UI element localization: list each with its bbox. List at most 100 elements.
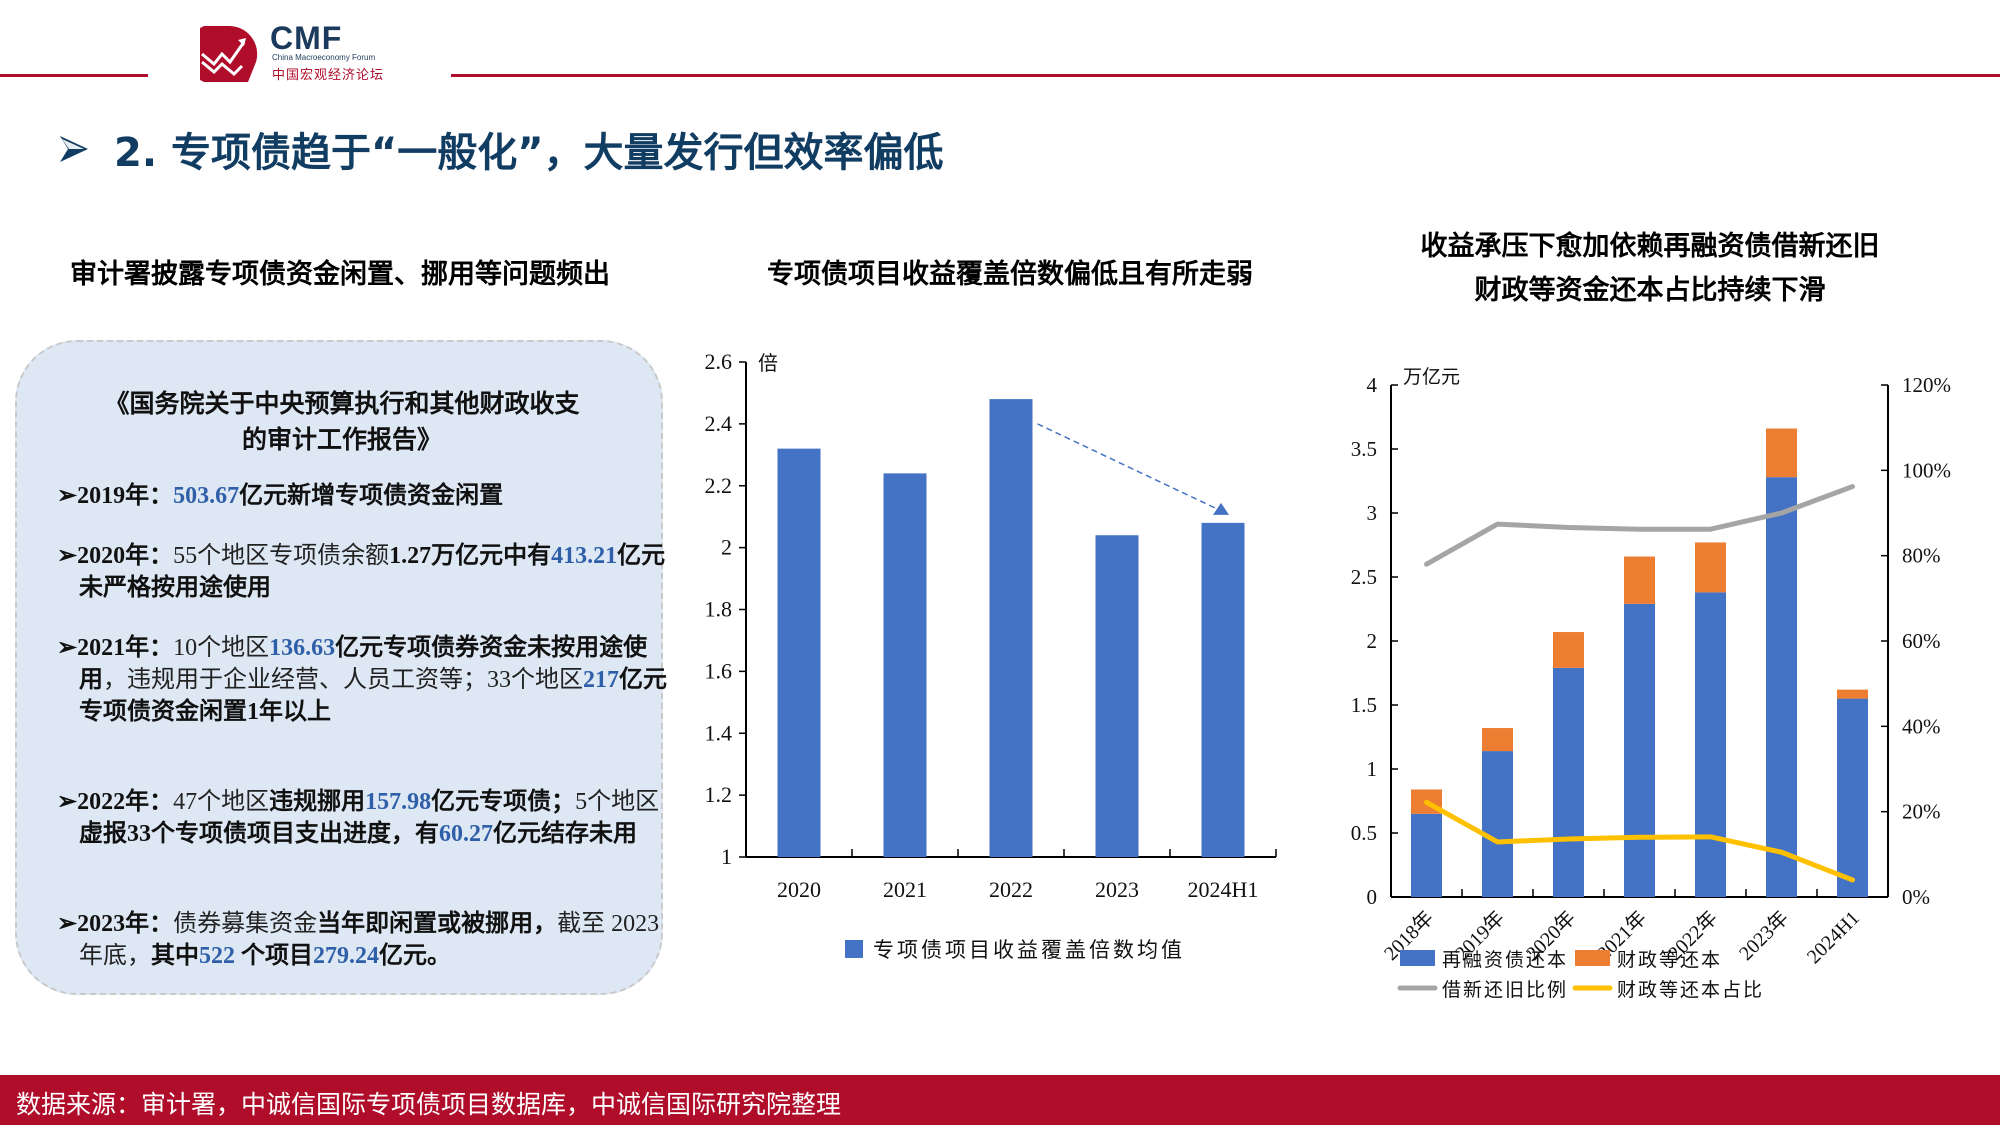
left-y-tick-label: 1	[1367, 757, 1378, 781]
left-y-axis-unit: 万亿元	[1403, 366, 1460, 388]
right-y-tick-label: 40%	[1902, 714, 1941, 738]
left-y-tick-label: 2	[1367, 629, 1378, 653]
bar-2021	[883, 473, 927, 857]
left-y-tick-label: 2.5	[1351, 565, 1377, 589]
logo-chinese-name: 中国宏观经济论坛	[272, 68, 385, 83]
legend-swatch	[845, 940, 863, 958]
left-y-tick-label: 0	[1367, 885, 1378, 909]
y-tick-label: 1.2	[705, 782, 733, 807]
right-panel-subtitle-line1: 收益承压下愈加依赖再融资债借新还旧	[1420, 231, 1880, 262]
audit-findings-box: 《国务院关于中央预算执行和其他财政收支 的审计工作报告》 ➢2019年：503.…	[15, 340, 667, 995]
finding-text: 55个地区专项债余额	[173, 543, 390, 569]
left-panel-subtitle: 审计署披露专项债资金闲置、挪用等问题频出	[70, 259, 610, 290]
finding-text: 47个地区	[173, 789, 270, 815]
logo-abbr: CMF	[270, 20, 343, 56]
finding-text: 亿元新增专项债资金闲置	[239, 483, 504, 509]
header-rule-left	[0, 74, 148, 77]
highlight-number: 60.27	[439, 821, 493, 847]
arrow-bullet-icon: ➢	[57, 911, 78, 937]
finding-year: 2019年：	[77, 483, 174, 509]
finding-text: 10个地区	[173, 635, 270, 661]
audit-report-title: 《国务院关于中央预算执行和其他财政收支 的审计工作报告》	[104, 389, 580, 454]
y-tick-label: 2.6	[705, 349, 733, 374]
finding-text: 亿元专项债券资金未按用途使用	[79, 635, 648, 693]
x-tick-label: 2023年	[1734, 906, 1793, 965]
line-fiscal-share	[1424, 799, 1855, 883]
finding-2020: ➢2020年：55个地区专项债余额1.27万亿元中有413.21亿元未严格按用途…	[57, 540, 669, 604]
finding-text: 违规挪用	[269, 789, 366, 815]
x-tick-label: 2023	[1095, 877, 1139, 902]
page-title-text: 2. 专项债趋于“一般化”，大量发行但效率偏低	[114, 130, 944, 176]
x-tick-label: 2021	[883, 877, 927, 902]
left-y-tick-label: 4	[1367, 373, 1378, 397]
bar-2022	[989, 399, 1033, 857]
finding-text: 截至 2023 年底，	[79, 911, 660, 969]
finding-year: 2020年：	[77, 543, 174, 569]
x-tick-label: 2024H1	[1803, 907, 1864, 968]
right-panel-subtitle-line2: 财政等资金还本占比持续下滑	[1474, 275, 1826, 306]
legend-fiscal-swatch	[1575, 950, 1610, 966]
bar-fiscal-2020年	[1553, 632, 1584, 668]
right-y-tick-label: 120%	[1902, 373, 1951, 397]
finding-2021: ➢2021年：10个地区136.63亿元专项债券资金未按用途使用，违规用于企业经…	[57, 632, 669, 728]
y-tick-label: 2.4	[705, 411, 733, 436]
finding-text: 亿元未严格按用途使用	[79, 543, 666, 601]
trend-arrow-line	[1037, 423, 1218, 510]
highlight-number: 413.21	[551, 543, 618, 569]
finding-text: 5个地区	[575, 789, 660, 815]
logo-english-name: China Macroeconomy Forum	[272, 53, 376, 62]
finding-text: 当年即闲置或被挪用，	[317, 911, 558, 937]
finding-2019: ➢2019年：503.67亿元新增专项债资金闲置	[57, 480, 669, 512]
right-y-tick-label: 60%	[1902, 629, 1941, 653]
y-tick-label: 1.8	[705, 597, 733, 622]
left-y-tick-label: 3.5	[1351, 437, 1377, 461]
legend-refinancing-label: 再融资债还本	[1442, 949, 1568, 971]
arrow-bullet-icon	[60, 136, 88, 162]
finding-text: 1.27万亿元中有	[389, 543, 552, 569]
finding-text: 债券募集资金	[173, 911, 318, 937]
bar-refinancing-2018年	[1411, 813, 1442, 897]
left-y-tick-label: 0.5	[1351, 821, 1377, 845]
legend-rollover-ratio-label: 借新还旧比例	[1442, 979, 1568, 1001]
bar-fiscal-2021年	[1624, 556, 1655, 604]
bar-refinancing-2021年	[1624, 603, 1655, 897]
finding-text: ，违规用于企业经营、人员工资等；33个地区	[103, 667, 583, 693]
arrow-bullet-icon: ➢	[57, 635, 78, 661]
finding-year: 2023年：	[77, 911, 174, 937]
y-tick-label: 1	[721, 844, 732, 869]
y-tick-label: 1.6	[705, 658, 733, 683]
right-y-tick-label: 0%	[1902, 885, 1930, 909]
bar-refinancing-2024H1	[1837, 698, 1868, 897]
bar-refinancing-2022年	[1695, 592, 1726, 897]
trend-arrow-head-icon	[1213, 502, 1229, 515]
finding-year: 2021年：	[77, 635, 174, 661]
right-y-tick-label: 100%	[1902, 458, 1951, 482]
middle-panel-subtitle: 专项债项目收益覆盖倍数偏低且有所走弱	[767, 259, 1253, 290]
right-y-tick-label: 20%	[1902, 800, 1941, 824]
finding-text: 亿元结存未用	[493, 821, 637, 847]
right-y-tick-label: 80%	[1902, 544, 1941, 568]
finding-2022: ➢2022年：47个地区违规挪用157.98亿元专项债；5个地区虚报33个专项债…	[57, 786, 669, 850]
finding-year: 2022年：	[77, 789, 174, 815]
bar-2020	[777, 448, 821, 857]
x-tick-label: 2024H1	[1188, 877, 1259, 902]
refinancing-repayment-combo-chart: 00.511.522.533.540%20%40%60%80%100%120%万…	[1351, 366, 1951, 1001]
highlight-number: 217	[583, 667, 619, 693]
y-tick-label: 1.4	[705, 720, 733, 745]
finding-text: 亿元专项债资金闲置1年以上	[79, 667, 667, 725]
highlight-number: 503.67	[173, 483, 240, 509]
finding-text: 虚报33个专项债项目支出进度，有	[79, 821, 439, 847]
left-y-tick-label: 1.5	[1351, 693, 1377, 717]
highlight-number: 157.98	[365, 789, 432, 815]
x-tick-label: 2020	[777, 877, 821, 902]
arrow-bullet-icon: ➢	[57, 543, 78, 569]
bar-fiscal-2019年	[1482, 728, 1513, 752]
highlight-number: 136.63	[269, 635, 336, 661]
legend-label: 专项债项目收益覆盖倍数均值	[873, 938, 1185, 962]
y-axis-unit: 倍	[758, 352, 778, 375]
finding-text: 个项目	[235, 943, 313, 969]
line-rollover-ratio	[1424, 484, 1855, 567]
arrow-bullet-icon: ➢	[57, 483, 78, 509]
x-tick-label: 2022	[989, 877, 1033, 902]
bar-refinancing-2019年	[1482, 751, 1513, 897]
